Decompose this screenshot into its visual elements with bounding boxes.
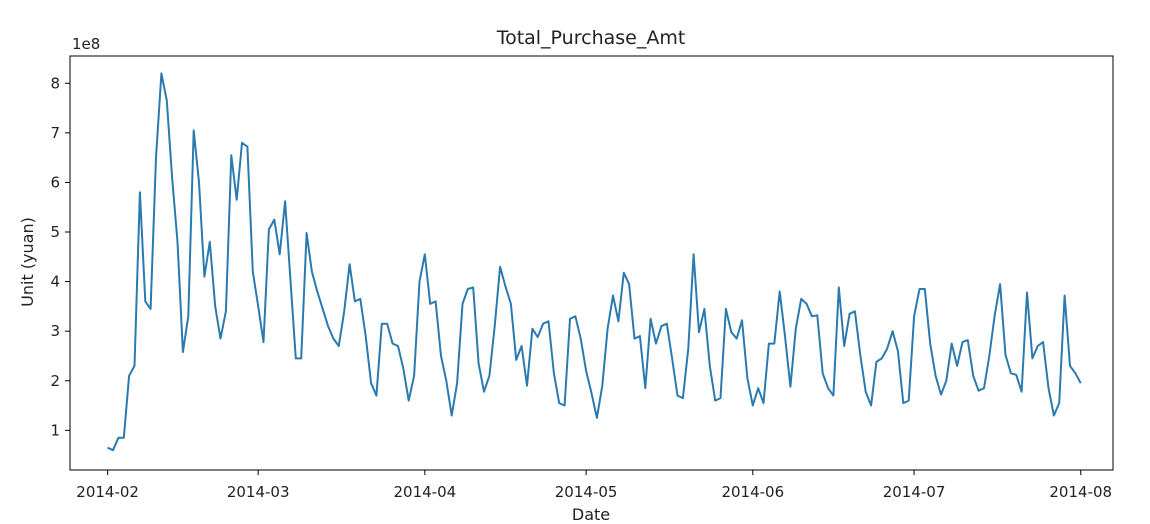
- y-tick-label: 4: [50, 273, 60, 291]
- x-axis-ticks: 2014-02 2014-03 2014-04 2014-05 2014-06 2014-…: [76, 470, 1112, 501]
- x-tick-label: 2014-05: [555, 483, 618, 501]
- x-tick-label: 2014-06: [721, 483, 784, 501]
- chart-title: Total_Purchase_Amt: [496, 27, 686, 49]
- x-tick-label: 2014-08: [1049, 483, 1112, 501]
- y-tick-label: 7: [50, 124, 60, 142]
- y-scale-label: 1e8: [72, 35, 100, 53]
- y-tick-label: 3: [50, 322, 60, 340]
- y-tick-label: 1: [50, 421, 60, 439]
- series-line: [107, 72, 1082, 452]
- y-tick-label: 5: [50, 223, 60, 241]
- x-axis-title: Date: [572, 505, 610, 524]
- y-tick-label: 6: [50, 173, 60, 191]
- y-axis-title: Unit (yuan): [18, 217, 37, 307]
- x-tick-label: 2014-04: [393, 483, 456, 501]
- y-tick-label: 8: [50, 74, 60, 92]
- y-axis-ticks: 1 2 3 4 5 6 7 8: [50, 74, 70, 439]
- x-tick-label: 2014-02: [76, 483, 139, 501]
- y-tick-label: 2: [50, 372, 60, 390]
- x-tick-label: 2014-03: [227, 483, 290, 501]
- plot-frame: [69, 55, 1114, 471]
- x-tick-label: 2014-07: [883, 483, 946, 501]
